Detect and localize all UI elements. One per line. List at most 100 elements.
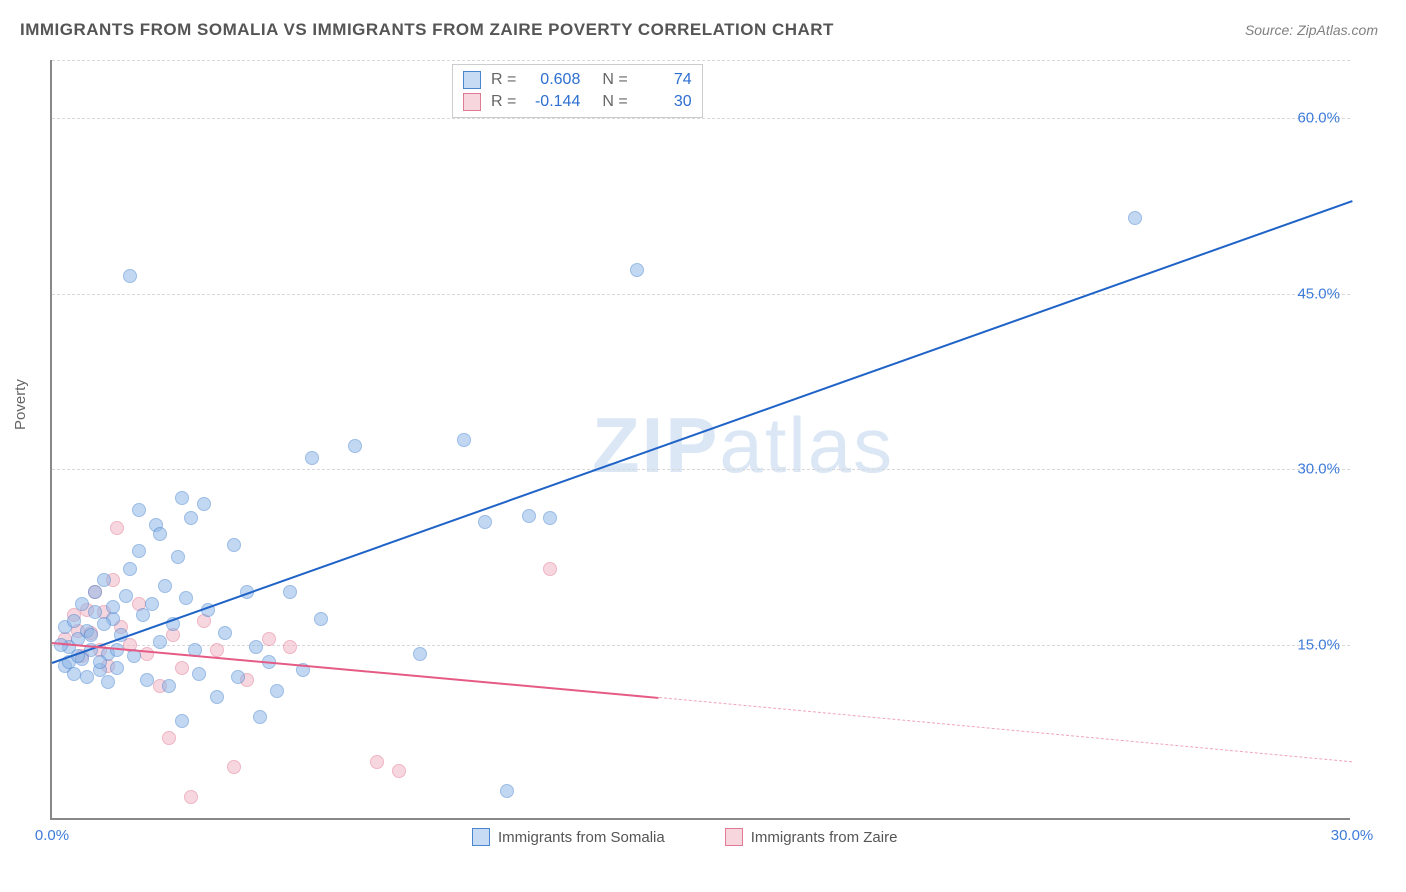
- scatter-point: [101, 675, 115, 689]
- stat-n-label: N =: [602, 71, 627, 89]
- scatter-point: [348, 439, 362, 453]
- scatter-point: [132, 503, 146, 517]
- gridline: [52, 645, 1350, 646]
- scatter-point: [84, 628, 98, 642]
- y-tick-label: 30.0%: [1297, 461, 1340, 478]
- scatter-point: [249, 640, 263, 654]
- scatter-point: [413, 647, 427, 661]
- scatter-point: [500, 784, 514, 798]
- scatter-point: [1128, 211, 1142, 225]
- scatter-point: [392, 764, 406, 778]
- scatter-point: [197, 497, 211, 511]
- stats-row: R = 0.608 N = 74: [463, 69, 692, 91]
- swatch-icon: [472, 828, 490, 846]
- source-label: Source: ZipAtlas.com: [1245, 22, 1378, 38]
- scatter-point: [262, 632, 276, 646]
- scatter-point: [80, 670, 94, 684]
- scatter-point: [106, 600, 120, 614]
- scatter-point: [184, 790, 198, 804]
- swatch-icon: [725, 828, 743, 846]
- scatter-point: [370, 755, 384, 769]
- scatter-point: [123, 269, 137, 283]
- stat-r-label: R =: [491, 71, 516, 89]
- scatter-point: [97, 617, 111, 631]
- y-tick-label: 60.0%: [1297, 110, 1340, 127]
- y-tick-label: 15.0%: [1297, 636, 1340, 653]
- gridline: [52, 60, 1350, 61]
- scatter-point: [140, 673, 154, 687]
- legend-item: Immigrants from Zaire: [725, 828, 898, 846]
- scatter-point: [227, 538, 241, 552]
- x-tick-label: 30.0%: [1331, 827, 1374, 844]
- scatter-point: [179, 591, 193, 605]
- scatter-point: [478, 515, 492, 529]
- stat-n-value: 74: [638, 71, 692, 89]
- scatter-point: [184, 511, 198, 525]
- stat-r-label: R =: [491, 93, 516, 111]
- y-tick-label: 45.0%: [1297, 285, 1340, 302]
- scatter-point: [270, 684, 284, 698]
- scatter-point: [145, 597, 159, 611]
- gridline: [52, 294, 1350, 295]
- scatter-point: [158, 579, 172, 593]
- x-tick-label: 0.0%: [35, 827, 69, 844]
- stat-n-label: N =: [602, 93, 627, 111]
- scatter-point: [457, 433, 471, 447]
- scatter-point: [110, 521, 124, 535]
- scatter-point: [231, 670, 245, 684]
- stats-row: R = -0.144 N = 30: [463, 91, 692, 113]
- swatch-icon: [463, 71, 481, 89]
- scatter-point: [210, 690, 224, 704]
- stat-r-value: -0.144: [526, 93, 580, 111]
- scatter-point: [93, 655, 107, 669]
- legend: Immigrants from Somalia Immigrants from Z…: [472, 828, 897, 846]
- scatter-point: [123, 562, 137, 576]
- scatter-point: [162, 679, 176, 693]
- scatter-point: [210, 643, 224, 657]
- scatter-point: [110, 643, 124, 657]
- scatter-point: [67, 614, 81, 628]
- swatch-icon: [463, 93, 481, 111]
- chart-title: IMMIGRANTS FROM SOMALIA VS IMMIGRANTS FR…: [20, 20, 834, 40]
- scatter-point: [283, 585, 297, 599]
- scatter-point: [140, 647, 154, 661]
- scatter-point: [543, 511, 557, 525]
- scatter-point: [75, 597, 89, 611]
- gridline: [52, 118, 1350, 119]
- scatter-point: [192, 667, 206, 681]
- scatter-point: [162, 731, 176, 745]
- legend-label: Immigrants from Zaire: [751, 829, 898, 846]
- scatter-point: [136, 608, 150, 622]
- scatter-point: [119, 589, 133, 603]
- regression-line: [659, 697, 1352, 762]
- stat-r-value: 0.608: [526, 71, 580, 89]
- scatter-point: [175, 491, 189, 505]
- scatter-point: [88, 585, 102, 599]
- scatter-point: [543, 562, 557, 576]
- scatter-point: [175, 661, 189, 675]
- regression-line: [52, 642, 659, 699]
- scatter-point: [218, 626, 232, 640]
- scatter-point: [171, 550, 185, 564]
- scatter-point: [253, 710, 267, 724]
- y-axis-label: Poverty: [12, 379, 29, 430]
- legend-item: Immigrants from Somalia: [472, 828, 665, 846]
- scatter-point: [227, 760, 241, 774]
- scatter-point: [153, 635, 167, 649]
- gridline: [52, 469, 1350, 470]
- scatter-plot: ZIPatlas R =0.608N =74R =-0.144N =30 Imm…: [50, 60, 1350, 820]
- scatter-point: [522, 509, 536, 523]
- legend-label: Immigrants from Somalia: [498, 829, 665, 846]
- scatter-point: [630, 263, 644, 277]
- scatter-point: [153, 527, 167, 541]
- stats-box: R = 0.608 N = 74 R = -0.144 N = 30: [452, 64, 703, 118]
- watermark: ZIPatlas: [592, 400, 894, 491]
- scatter-point: [110, 661, 124, 675]
- scatter-point: [132, 544, 146, 558]
- scatter-point: [305, 451, 319, 465]
- stat-n-value: 30: [638, 93, 692, 111]
- scatter-point: [175, 714, 189, 728]
- regression-line: [52, 200, 1353, 664]
- scatter-point: [283, 640, 297, 654]
- scatter-point: [314, 612, 328, 626]
